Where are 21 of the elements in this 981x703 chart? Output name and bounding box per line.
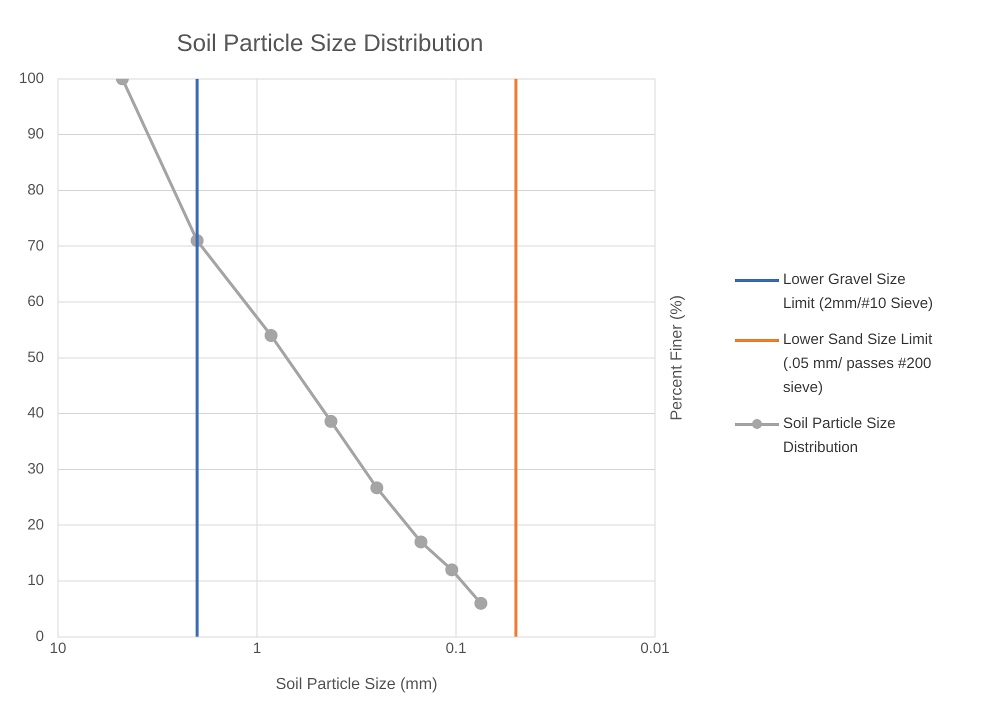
y-tick-label: 100 — [18, 70, 44, 87]
y-tick-label: 60 — [27, 293, 44, 310]
legend-label: Lower Gravel Size Limit (2mm/#10 Sieve) — [783, 270, 934, 314]
y-tick-label: 70 — [27, 237, 44, 254]
chart-title: Soil Particle Size Distribution — [176, 30, 484, 58]
x-axis-title: Soil Particle Size (mm) — [276, 676, 438, 693]
y-tick-label: 30 — [27, 460, 44, 478]
x-tick-label: 1 — [252, 640, 262, 657]
legend-label: Soil Particle Size Distribution — [783, 414, 897, 458]
x-tick-label: 0.01 — [640, 640, 670, 657]
y-tick-label: 40 — [27, 404, 44, 422]
y-tick-label: 10 — [27, 572, 44, 590]
x-tick-label: 0.1 — [446, 640, 466, 657]
legend-label: Lower Sand Size Limit (.05 mm/ passes #200 sieve) — [783, 330, 934, 398]
y-tick-label: 20 — [27, 516, 44, 534]
y-tick-label: 0 — [36, 628, 44, 645]
x-tick-label: 10 — [50, 640, 66, 657]
y-axis-title: Percent Finer (%) — [668, 295, 686, 420]
y-tick-label: 80 — [27, 182, 44, 199]
y-tick-label: 50 — [27, 348, 44, 366]
y-tick-label: 90 — [27, 126, 44, 143]
